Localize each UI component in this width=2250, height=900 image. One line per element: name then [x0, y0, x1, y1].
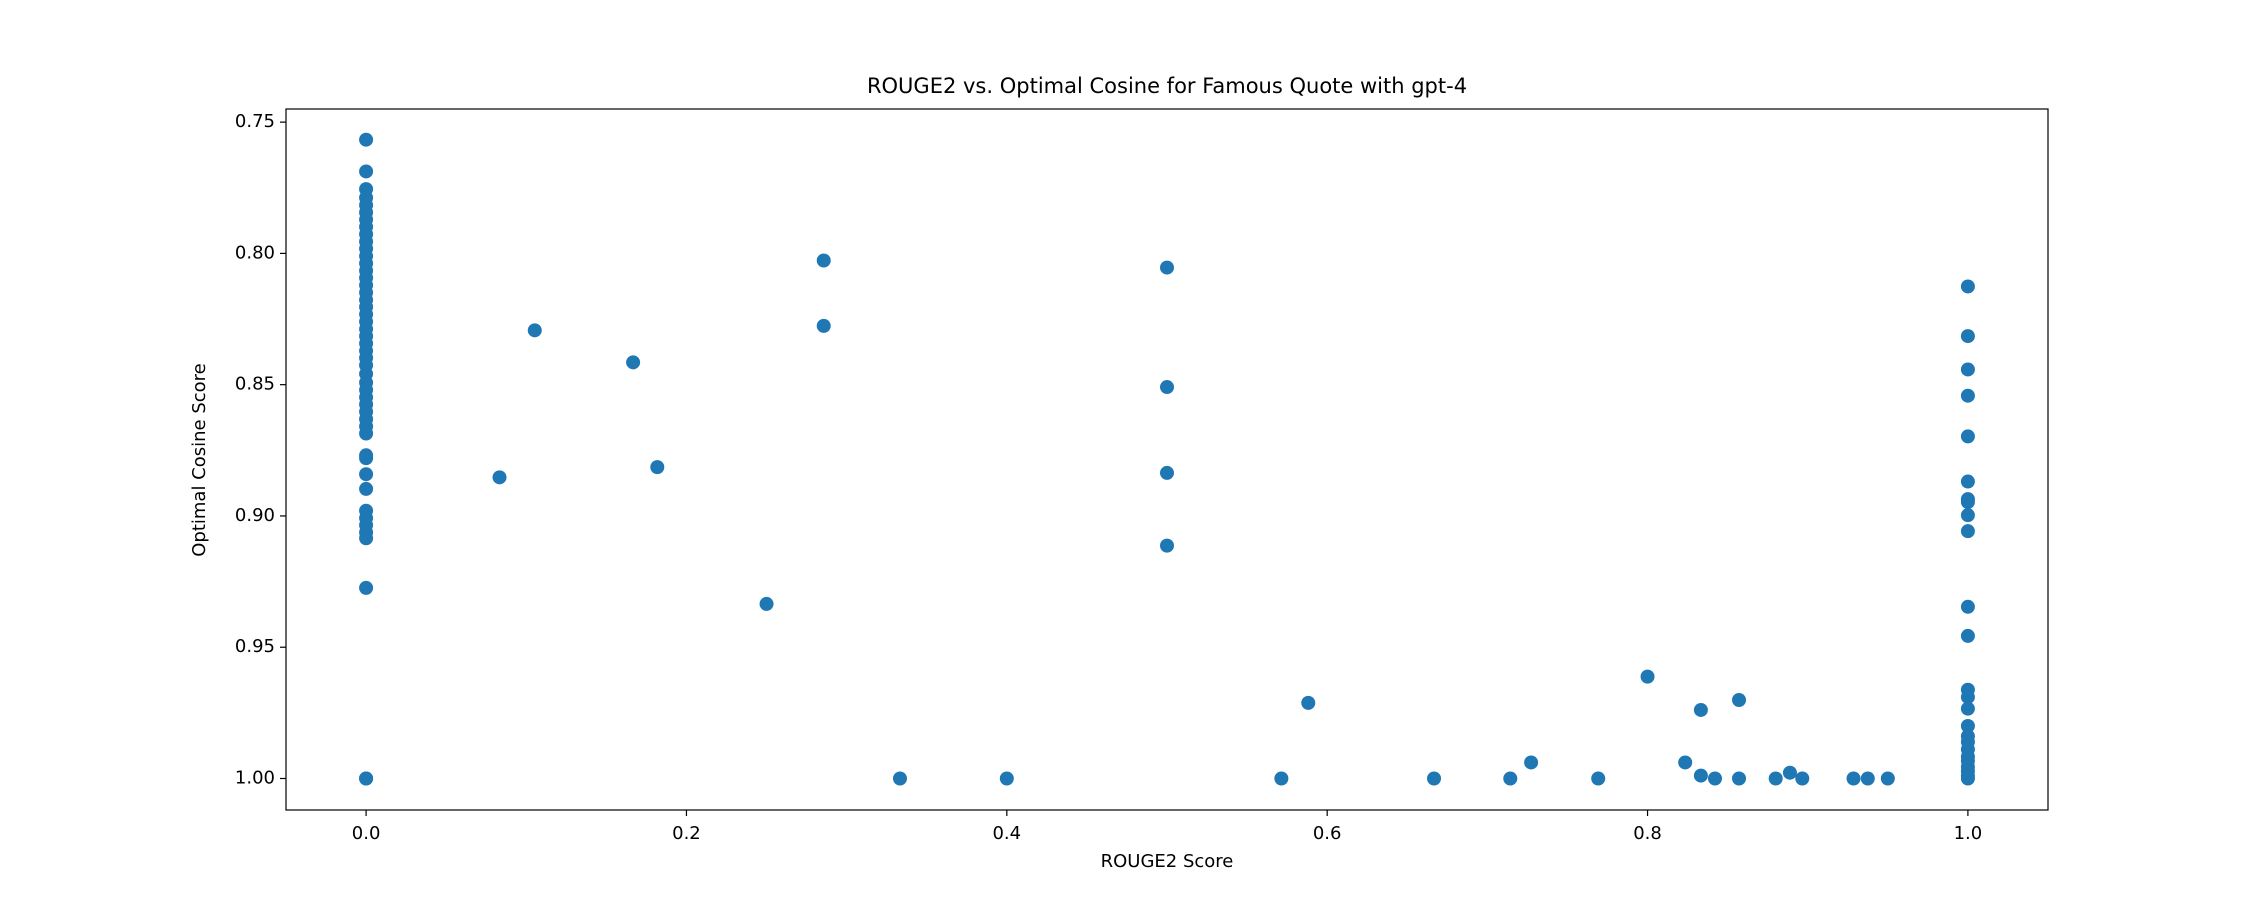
point	[1160, 465, 1174, 480]
point	[1768, 771, 1783, 786]
point	[999, 771, 1014, 786]
point	[1591, 771, 1606, 786]
point	[1846, 771, 1861, 786]
point	[1960, 524, 1975, 539]
point	[1860, 771, 1875, 786]
y-tick-label: 0.85	[235, 374, 275, 395]
point	[1960, 279, 1975, 294]
x-tick-label: 0.0	[352, 823, 381, 844]
point	[1160, 380, 1174, 395]
point	[1960, 771, 1975, 786]
point	[359, 481, 374, 496]
point	[1160, 538, 1174, 553]
point	[359, 771, 374, 786]
point	[1960, 718, 1975, 733]
y-axis-label: Optimal Cosine Score	[189, 363, 210, 557]
point	[1960, 429, 1975, 444]
point	[359, 467, 374, 482]
point	[1795, 771, 1810, 786]
point	[1960, 388, 1975, 403]
point	[1960, 474, 1975, 489]
point	[1732, 692, 1747, 707]
point	[1693, 768, 1708, 783]
y-tick-label: 0.90	[235, 505, 275, 526]
point	[1427, 771, 1442, 786]
point	[359, 426, 374, 441]
point	[1160, 260, 1174, 275]
point	[359, 132, 374, 147]
point	[1960, 701, 1975, 716]
point	[359, 531, 374, 546]
point	[359, 580, 374, 595]
point	[1960, 495, 1975, 510]
point	[1960, 362, 1975, 377]
point	[650, 460, 665, 475]
point	[1732, 771, 1747, 786]
point	[1960, 508, 1975, 523]
point	[527, 323, 542, 338]
point	[1503, 771, 1518, 786]
point	[1960, 690, 1975, 705]
point	[1640, 669, 1655, 684]
point	[816, 318, 831, 333]
y-tick-label: 0.95	[235, 636, 275, 657]
chart-title: ROUGE2 vs. Optimal Cosine for Famous Quo…	[867, 74, 1467, 98]
point	[359, 164, 374, 179]
plot-frame	[285, 108, 2049, 811]
point	[1678, 755, 1693, 770]
point	[892, 771, 907, 786]
point	[359, 451, 374, 466]
point	[1960, 329, 1975, 344]
point	[816, 253, 831, 268]
point	[1301, 695, 1316, 710]
y-tick-label: 1.00	[235, 767, 275, 788]
point	[1707, 771, 1722, 786]
point	[492, 470, 507, 485]
y-tick-label: 0.80	[235, 242, 275, 263]
point	[1782, 765, 1797, 780]
point	[626, 355, 641, 370]
point	[1960, 628, 1975, 643]
x-axis-label: ROUGE2 Score	[1101, 851, 1234, 872]
point	[1880, 771, 1895, 786]
x-tick-label: 0.4	[992, 823, 1021, 844]
x-tick-label: 0.8	[1633, 823, 1662, 844]
x-tick-label: 1.0	[1954, 823, 1983, 844]
y-tick-label: 0.75	[235, 111, 275, 132]
x-tick-label: 0.2	[672, 823, 701, 844]
point	[759, 596, 774, 611]
point	[1693, 702, 1708, 717]
point	[1274, 771, 1289, 786]
point	[1524, 755, 1539, 770]
point	[1960, 599, 1975, 614]
x-tick-label: 0.6	[1313, 823, 1342, 844]
